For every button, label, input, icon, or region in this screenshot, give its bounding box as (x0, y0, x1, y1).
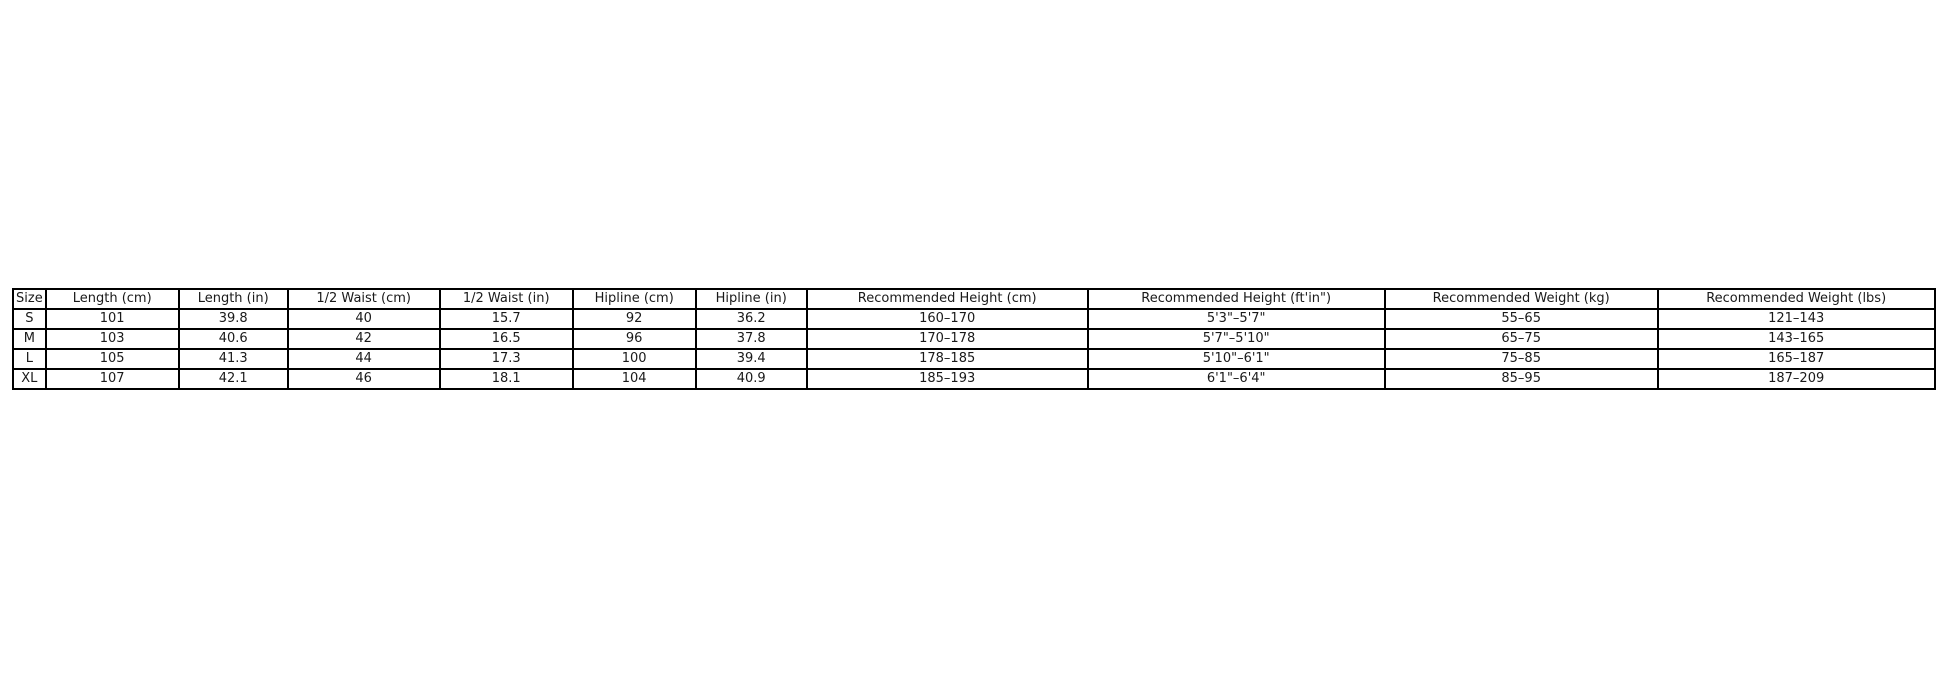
table-cell: 107 (44, 368, 180, 390)
table-cell: 104 (571, 368, 697, 390)
table-cell: 178–185 (805, 348, 1089, 370)
table-cell: 5'3"–5'7" (1086, 308, 1386, 330)
table-cell: 17.3 (438, 348, 574, 370)
table-cell: 143–165 (1656, 328, 1936, 350)
table-cell: 16.5 (438, 328, 574, 350)
table-cell: 165–187 (1656, 348, 1936, 370)
table-row-s: S 101 39.8 40 15.7 92 36.2 160–170 5'3"–… (12, 308, 1936, 330)
table-cell: 6'1"–6'4" (1086, 368, 1386, 390)
column-header-rec-height-cm: Recommended Height (cm) (805, 288, 1089, 310)
table-cell: 39.4 (694, 348, 808, 370)
table-cell: 39.8 (177, 308, 289, 330)
column-header-length-cm: Length (cm) (44, 288, 180, 310)
table-cell: 46 (286, 368, 441, 390)
column-header-size: Size (12, 288, 47, 310)
table-cell: 44 (286, 348, 441, 370)
table-cell: 36.2 (694, 308, 808, 330)
column-header-half-waist-cm: 1/2 Waist (cm) (286, 288, 441, 310)
table-row-m: M 103 40.6 42 16.5 96 37.8 170–178 5'7"–… (12, 328, 1936, 350)
size-chart-table: Size Length (cm) Length (in) 1/2 Waist (… (12, 288, 1936, 390)
table-cell: 187–209 (1656, 368, 1936, 390)
table-cell: 37.8 (694, 328, 808, 350)
table-cell: 5'7"–5'10" (1086, 328, 1386, 350)
column-header-length-in: Length (in) (177, 288, 289, 310)
table-cell: 55–65 (1383, 308, 1659, 330)
table-row-xl: XL 107 42.1 46 18.1 104 40.9 185–193 6'1… (12, 368, 1936, 390)
table-cell: 100 (571, 348, 697, 370)
column-header-rec-weight-lbs: Recommended Weight (lbs) (1656, 288, 1936, 310)
table-cell: 103 (44, 328, 180, 350)
table-cell: 40.9 (694, 368, 808, 390)
column-header-rec-weight-kg: Recommended Weight (kg) (1383, 288, 1659, 310)
table-row-l: L 105 41.3 44 17.3 100 39.4 178–185 5'10… (12, 348, 1936, 370)
table-cell: 18.1 (438, 368, 574, 390)
table-cell: 42.1 (177, 368, 289, 390)
table-cell: 42 (286, 328, 441, 350)
table-cell: 40.6 (177, 328, 289, 350)
table-cell: 15.7 (438, 308, 574, 330)
table-cell: 85–95 (1383, 368, 1659, 390)
table-cell: 160–170 (805, 308, 1089, 330)
table-cell: 65–75 (1383, 328, 1659, 350)
table-cell: S (12, 308, 47, 330)
table-cell: L (12, 348, 47, 370)
column-header-hipline-cm: Hipline (cm) (571, 288, 697, 310)
table-cell: 121–143 (1656, 308, 1936, 330)
table-cell: M (12, 328, 47, 350)
table-cell: 75–85 (1383, 348, 1659, 370)
header-row: Size Length (cm) Length (in) 1/2 Waist (… (12, 288, 1936, 310)
table-cell: 96 (571, 328, 697, 350)
table-cell: 105 (44, 348, 180, 370)
table-cell: 41.3 (177, 348, 289, 370)
table-cell: 92 (571, 308, 697, 330)
table-cell: XL (12, 368, 47, 390)
table-cell: 185–193 (805, 368, 1089, 390)
table-cell: 5'10"–6'1" (1086, 348, 1386, 370)
column-header-rec-height-ftin: Recommended Height (ft'in") (1086, 288, 1386, 310)
table-cell: 101 (44, 308, 180, 330)
table-cell: 170–178 (805, 328, 1089, 350)
column-header-half-waist-in: 1/2 Waist (in) (438, 288, 574, 310)
column-header-hipline-in: Hipline (in) (694, 288, 808, 310)
table-cell: 40 (286, 308, 441, 330)
